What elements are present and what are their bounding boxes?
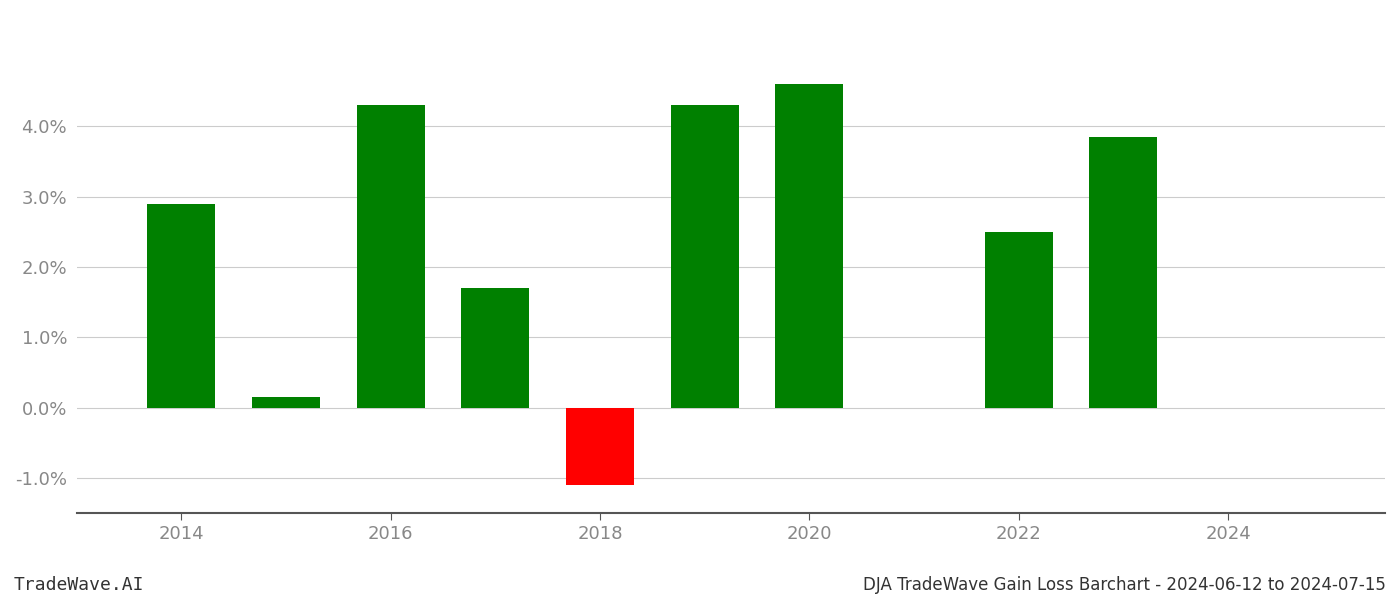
Text: DJA TradeWave Gain Loss Barchart - 2024-06-12 to 2024-07-15: DJA TradeWave Gain Loss Barchart - 2024-… — [864, 576, 1386, 594]
Bar — [462, 288, 529, 408]
Bar — [776, 84, 843, 408]
Bar — [671, 106, 739, 408]
Bar — [147, 204, 216, 408]
Bar — [1089, 137, 1158, 408]
Bar — [357, 106, 424, 408]
Bar — [984, 232, 1053, 408]
Bar — [252, 397, 321, 408]
Text: TradeWave.AI: TradeWave.AI — [14, 576, 144, 594]
Bar — [566, 408, 634, 485]
